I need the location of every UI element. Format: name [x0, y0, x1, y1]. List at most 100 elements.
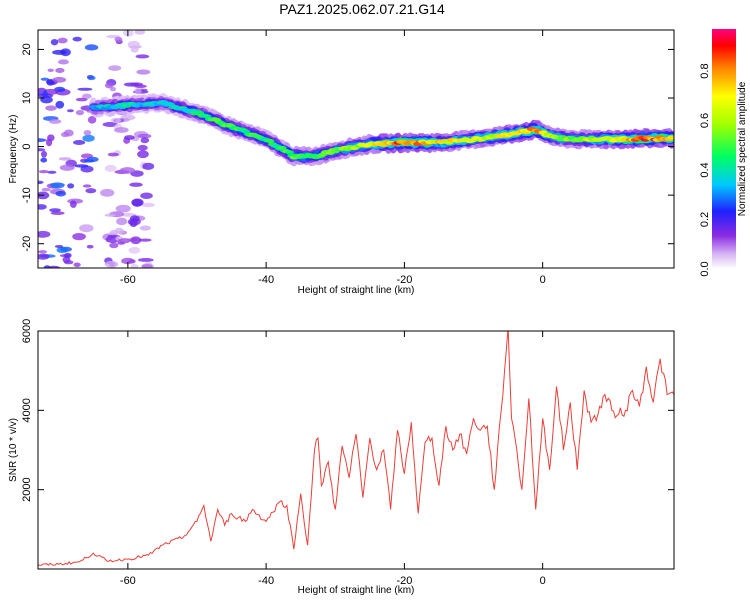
- noise-blob: [104, 213, 116, 217]
- noise-blob: [38, 230, 51, 238]
- noise-blob: [40, 157, 48, 163]
- noise-blob: [47, 68, 54, 73]
- noise-blob: [109, 86, 117, 92]
- noise-blob: [52, 49, 67, 55]
- noise-blob: [58, 157, 72, 161]
- noise-blob: [119, 167, 136, 174]
- spectrogram-y-tick-label: -10: [21, 187, 33, 203]
- noise-blob: [129, 182, 143, 187]
- noise-blob: [85, 188, 97, 194]
- noise-blob: [134, 30, 146, 35]
- noise-blob: [40, 150, 48, 158]
- colorbar-gradient: [712, 29, 736, 269]
- noise-blob: [83, 159, 95, 163]
- noise-blob: [114, 118, 121, 123]
- noise-blob: [140, 192, 153, 200]
- noise-blob: [130, 82, 143, 87]
- noise-blob: [55, 100, 65, 109]
- noise-blob: [50, 38, 59, 46]
- snr-series-line: [38, 331, 674, 566]
- noise-blob: [38, 204, 47, 210]
- spectrogram-y-tick-label: 10: [21, 92, 33, 104]
- noise-blob: [83, 130, 92, 136]
- noise-blob: [128, 246, 141, 254]
- snr-x-label: Height of straight line (km): [298, 585, 415, 596]
- noise-blob: [41, 187, 51, 192]
- noise-blob: [137, 133, 152, 139]
- noise-blob: [49, 208, 61, 213]
- snr-y-tick-label: 4000: [21, 398, 33, 422]
- noise-blob: [114, 127, 129, 133]
- noise-blob: [140, 137, 150, 144]
- snr-y-tick-label: 6000: [21, 319, 33, 343]
- noise-blob: [40, 77, 50, 81]
- noise-blob: [38, 250, 48, 254]
- ridge-blob: [265, 138, 275, 143]
- noise-blob: [130, 236, 142, 245]
- spectrogram-panel: -60 -40 -20 0 -20 -10 0 10 20 Height of straigh…: [8, 29, 675, 296]
- colorbar-tick-label: 0.8: [699, 63, 711, 78]
- noise-blob: [124, 135, 135, 140]
- noise-blob: [87, 75, 96, 81]
- noise-blob: [82, 134, 95, 142]
- noise-blob: [128, 259, 136, 264]
- noise-blob: [130, 263, 139, 268]
- noise-blob: [38, 93, 54, 98]
- noise-blob: [137, 150, 149, 159]
- noise-blob: [108, 65, 122, 71]
- spectrogram-y-label: Frequency (Hz): [8, 115, 19, 184]
- noise-blob: [87, 115, 97, 124]
- noise-blob: [109, 242, 119, 249]
- snr-x-tick-label: -20: [396, 575, 412, 587]
- noise-blob: [134, 88, 142, 95]
- spectrogram-x-label: Height of straight line (km): [298, 285, 415, 296]
- noise-blob: [141, 202, 155, 208]
- noise-blob: [104, 260, 119, 268]
- noise-blob: [136, 69, 151, 75]
- noise-blob: [75, 110, 85, 116]
- noise-blob: [84, 44, 99, 51]
- spectrogram-frame: [37, 29, 675, 269]
- ridge-blob: [667, 135, 674, 140]
- snr-x-tick-label: -60: [120, 575, 136, 587]
- noise-blob: [56, 246, 69, 254]
- colorbar-tick-label: 0.4: [699, 162, 711, 177]
- noise-blob: [45, 138, 53, 147]
- noise-blob: [139, 225, 151, 231]
- noise-blob: [63, 129, 74, 137]
- noise-blob: [135, 54, 150, 59]
- noise-blob: [102, 121, 119, 127]
- noise-blob: [72, 36, 82, 42]
- noise-blob: [142, 162, 155, 170]
- noise-blob: [138, 238, 152, 242]
- noise-blob: [50, 182, 65, 189]
- noise-blob: [54, 244, 64, 248]
- noise-blob: [114, 36, 123, 43]
- noise-blob: [127, 40, 140, 49]
- noise-blob: [115, 204, 131, 213]
- noise-blob: [64, 252, 72, 259]
- noise-blob: [141, 264, 153, 268]
- noise-blob: [104, 164, 117, 172]
- noise-blob: [82, 184, 92, 188]
- noise-blob: [66, 109, 74, 113]
- noise-blob: [55, 67, 65, 73]
- spectrogram-y-tick-label: 20: [21, 43, 33, 55]
- noise-blob: [137, 258, 154, 262]
- noise-blob: [45, 105, 57, 111]
- snr-frame: [37, 330, 675, 570]
- noise-blob: [38, 148, 46, 152]
- colorbar-tick-label: 0.2: [699, 212, 711, 227]
- noise-blob: [81, 93, 92, 99]
- noise-blob: [129, 215, 140, 222]
- noise-blob: [77, 87, 93, 91]
- ridge-blob: [284, 150, 294, 155]
- noise-blob: [79, 224, 94, 233]
- noise-blob: [47, 170, 57, 174]
- snr-panel: -60 -40 -20 0 2000 4000 6000 Height of straig…: [8, 319, 675, 596]
- colorbar-tick-label: 0.0: [699, 261, 711, 276]
- noise-blob: [75, 97, 88, 102]
- snr-y-tick-label: 2000: [21, 477, 33, 501]
- noise-blob: [100, 188, 115, 197]
